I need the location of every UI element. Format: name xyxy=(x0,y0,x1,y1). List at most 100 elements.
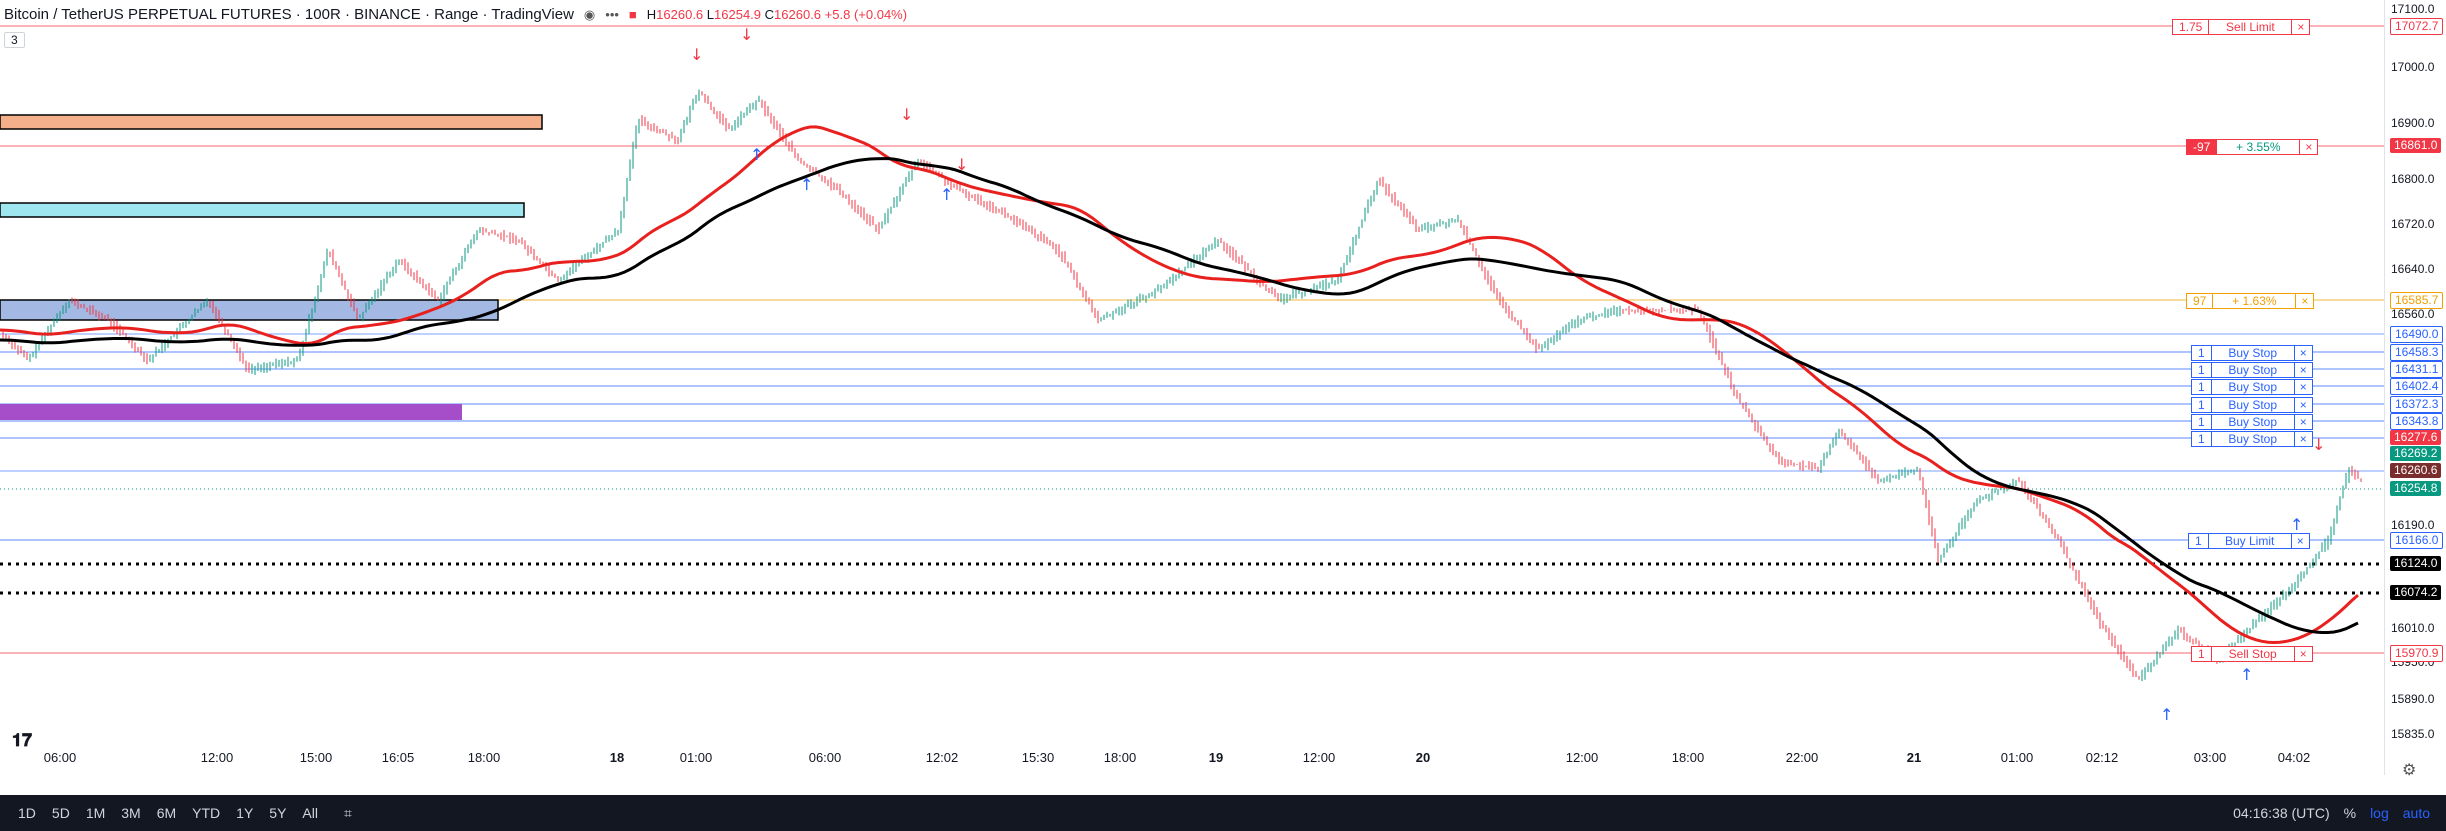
order-qty[interactable]: 1 xyxy=(2198,380,2205,394)
order-tag[interactable]: 1 Buy Stop × xyxy=(2191,379,2313,395)
tradingview-logo-icon[interactable]: 𝟏𝟕 xyxy=(12,730,33,750)
auto-toggle[interactable]: auto xyxy=(2402,805,2430,821)
order-type: Sell Limit xyxy=(2208,20,2291,34)
close-icon[interactable]: × xyxy=(2290,534,2309,548)
close-icon[interactable]: × xyxy=(2293,363,2312,377)
order-type: + 1.63% xyxy=(2212,294,2295,308)
time-label: 20 xyxy=(1415,750,1431,765)
timeframe-1m[interactable]: 1M xyxy=(85,805,106,821)
date-range-icon[interactable]: ⌗ xyxy=(343,804,352,821)
close-icon[interactable]: × xyxy=(2293,647,2312,661)
order-type: + 3.55% xyxy=(2216,140,2299,154)
timeframe-5y[interactable]: 5Y xyxy=(269,805,287,821)
time-axis[interactable]: 06:00 12:00 15:00 16:05 18:00 18 01:00 06:00 12:… xyxy=(0,750,2384,775)
order-tag[interactable]: 1 Buy Stop × xyxy=(2191,345,2313,361)
order-type: Buy Stop xyxy=(2210,380,2294,394)
order-type: Buy Stop xyxy=(2210,398,2294,412)
order-qty[interactable]: -97 xyxy=(2187,140,2217,154)
price-tag: 16166.0 xyxy=(2390,532,2444,549)
zone-rectangle[interactable] xyxy=(0,202,525,218)
settings-gear-icon[interactable]: ⚙ xyxy=(2402,762,2417,779)
price-tag: 16277.6 xyxy=(2390,430,2442,445)
timeframe-3m[interactable]: 3M xyxy=(121,805,141,821)
clock[interactable]: 04:16:38 (UTC) xyxy=(2233,805,2330,821)
price-tag: 15970.9 xyxy=(2390,645,2444,662)
close-icon[interactable]: × xyxy=(2299,140,2317,154)
close-icon[interactable]: × xyxy=(2293,380,2312,394)
timeframe-1y[interactable]: 1Y xyxy=(236,805,254,821)
order-qty[interactable]: 1 xyxy=(2195,534,2202,548)
sell-arrow-icon: ↓ xyxy=(900,105,913,124)
time-label: 02:12 xyxy=(2085,750,2119,765)
close-icon[interactable]: × xyxy=(2293,415,2312,429)
close-icon[interactable]: × xyxy=(2293,398,2312,412)
order-tag[interactable]: 1 Buy Limit × xyxy=(2188,533,2310,549)
order-tag[interactable]: 1 Buy Stop × xyxy=(2191,362,2313,378)
price-tag: 16343.8 xyxy=(2390,413,2444,430)
order-qty[interactable]: 1 xyxy=(2198,346,2205,360)
moving-average-slow[interactable] xyxy=(0,157,2359,634)
timeframe-6m[interactable]: 6M xyxy=(156,805,177,821)
order-type: Buy Stop xyxy=(2210,363,2294,377)
sell-arrow-icon: ↓ xyxy=(955,155,968,174)
symbol-title[interactable]: Bitcoin / TetherUS PERPETUAL FUTURES · 1… xyxy=(4,6,574,23)
order-qty[interactable]: 1 xyxy=(2198,415,2205,429)
price-chart[interactable]: ↓↓↓↓↓↑↑↑↑↑↑ xyxy=(0,0,2384,775)
order-qty[interactable]: 1 xyxy=(2198,363,2205,377)
buy-arrow-icon: ↑ xyxy=(2290,515,2303,534)
time-label: 15:00 xyxy=(299,750,333,765)
buy-arrow-icon: ↑ xyxy=(2160,705,2173,724)
price-tick: 15890.0 xyxy=(2391,692,2435,706)
price-tick: 17100.0 xyxy=(2391,2,2435,16)
time-label: 06:00 xyxy=(808,750,842,765)
flag-icon[interactable]: ■ xyxy=(628,7,637,22)
timeframe-all[interactable]: All xyxy=(302,805,318,821)
price-tag: 16585.7 xyxy=(2390,292,2444,309)
zone-rectangle[interactable] xyxy=(0,404,462,420)
time-label: 19 xyxy=(1208,750,1224,765)
price-tag: 16074.2 xyxy=(2390,585,2442,600)
order-qty[interactable]: 1 xyxy=(2198,432,2205,446)
indicator-toggle[interactable]: 3 xyxy=(4,32,25,48)
order-tag[interactable]: 1 Buy Stop × xyxy=(2191,431,2313,447)
moving-average-fast[interactable] xyxy=(0,125,2359,645)
timeframe-5d[interactable]: 5D xyxy=(51,805,70,821)
order-qty[interactable]: 1 xyxy=(2198,647,2205,661)
timeframe-1d[interactable]: 1D xyxy=(18,805,36,821)
close-icon[interactable]: × xyxy=(2293,432,2312,446)
order-tag[interactable]: 1.75 Sell Limit × xyxy=(2172,19,2311,35)
sell-arrow-icon: ↓ xyxy=(740,25,753,44)
time-label: 15:30 xyxy=(1021,750,1055,765)
order-qty[interactable]: 97 xyxy=(2193,294,2207,308)
timeframe-list: 1D 5D 1M 3M 6M YTD 1Y 5Y All xyxy=(0,805,326,821)
order-type: Buy Stop xyxy=(2210,432,2294,446)
order-qty[interactable]: 1 xyxy=(2198,398,2205,412)
order-qty[interactable]: 1.75 xyxy=(2179,20,2203,34)
buy-arrow-icon: ↑ xyxy=(750,145,763,164)
price-tick: 17000.0 xyxy=(2391,60,2435,74)
price-tag: 16372.3 xyxy=(2390,396,2444,413)
percent-toggle[interactable]: % xyxy=(2343,805,2357,821)
chart-area[interactable]: ↓ ↓ ↓ ↓ ↓ ↑ ↑ ↑ ↑ ↑ ↑ Bitcoin / TetherUS PERPETUAL… xyxy=(0,0,2384,775)
price-tag: 16458.3 xyxy=(2390,344,2444,361)
close-icon[interactable]: × xyxy=(2295,294,2313,308)
timeframe-ytd[interactable]: YTD xyxy=(192,805,221,821)
time-label: 04:02 xyxy=(2277,750,2311,765)
price-tag: 17072.7 xyxy=(2390,18,2444,35)
time-label: 12:00 xyxy=(1302,750,1336,765)
buy-arrow-icon: ↑ xyxy=(2240,665,2253,684)
order-tag[interactable]: 97 + 1.63% × xyxy=(2186,293,2315,309)
zone-rectangle[interactable] xyxy=(0,114,543,130)
eye-icon[interactable]: ◉ xyxy=(583,6,596,22)
log-toggle[interactable]: log xyxy=(2370,805,2389,821)
close-icon[interactable]: × xyxy=(2293,346,2312,360)
order-tag[interactable]: 1 Buy Stop × xyxy=(2191,397,2313,413)
price-tag: 16861.0 xyxy=(2390,138,2442,153)
price-tag: 16260.6 xyxy=(2390,463,2442,478)
order-tag[interactable]: -97 + 3.55% × xyxy=(2186,139,2319,155)
more-icon[interactable]: ••• xyxy=(605,7,619,22)
order-tag[interactable]: 1 Buy Stop × xyxy=(2191,414,2313,430)
close-icon[interactable]: × xyxy=(2291,20,2309,34)
time-label: 16:05 xyxy=(381,750,415,765)
order-tag[interactable]: 1 Sell Stop × xyxy=(2191,646,2313,662)
